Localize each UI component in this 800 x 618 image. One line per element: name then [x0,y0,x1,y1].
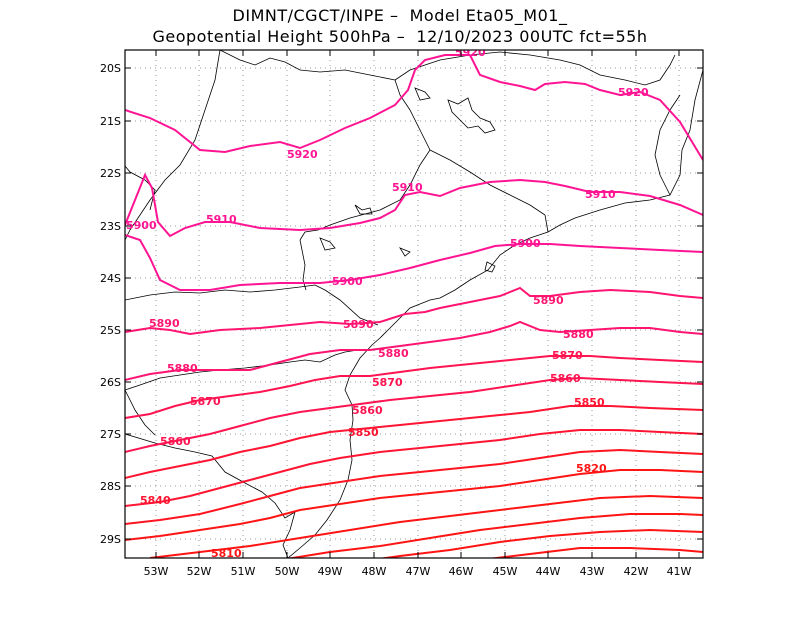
contour-label: 5880 [167,362,198,375]
x-tick-label: 50W [275,565,300,578]
x-tick-label: 47W [406,565,431,578]
contour-label: 5860 [550,372,581,385]
contour-label: 5870 [190,395,221,408]
y-tick-label: 23S [100,220,121,233]
contour-label: 5860 [160,435,191,448]
x-tick-label: 52W [187,565,212,578]
contour-5910-a [125,172,703,238]
contour-label: 5890 [533,294,564,307]
contour-label: 5920 [618,86,649,99]
contour-label: 5900 [510,237,541,250]
contour-label: 5880 [563,328,594,341]
title-line-2: Geopotential Height 500hPa – 12/10/2023 … [152,27,648,46]
x-tick-label: 46W [449,565,474,578]
tick-marks [125,50,703,558]
contour-labels: 5920 5920 5920 5910 5910 5910 5900 5900 … [126,46,649,560]
contour-5840-a [125,429,703,507]
contour-label: 5890 [149,317,180,330]
y-axis-labels: 20S 21S 22S 23S 24S 25S 26S 27S 28S 29S [100,62,121,546]
contour-label: 5850 [348,426,379,439]
x-tick-label: 42W [624,565,649,578]
contour-label: 5890 [343,318,374,331]
contour-5820-a [125,469,703,541]
contour-label: 5860 [352,404,383,417]
contour-label: 5910 [585,188,616,201]
contour-5890-a [125,286,703,336]
coastline-borders [125,50,703,558]
y-tick-label: 21S [100,115,121,128]
x-tick-label: 44W [536,565,561,578]
x-tick-label: 49W [318,565,343,578]
map-frame [124,49,704,559]
graticule [125,50,703,558]
contour-lines [125,54,703,558]
x-tick-label: 43W [580,565,605,578]
contour-label: 5870 [372,376,403,389]
contour-label: 5810 [211,547,242,560]
contour-5830-a [125,448,703,525]
x-tick-label: 51W [231,565,256,578]
contour-5920-b [469,54,703,161]
contour-5860-a [125,376,703,453]
x-tick-label: 41W [667,565,692,578]
y-tick-label: 26S [100,376,121,389]
contour-label: 5910 [206,213,237,226]
y-tick-label: 29S [100,533,121,546]
contour-label: 5880 [378,347,409,360]
y-tick-label: 28S [100,480,121,493]
contour-label: 5840 [140,494,171,507]
contour-label: 5850 [574,396,605,409]
contour-label: 5910 [392,181,423,194]
x-axis-labels: 53W 52W 51W 50W 49W 48W 47W 46W 45W 44W … [144,565,692,578]
contour-5850-a [125,405,703,479]
y-tick-label: 20S [100,62,121,75]
y-tick-label: 25S [100,324,121,337]
contour-label: 5900 [126,219,157,232]
contour-label: 5820 [576,462,607,475]
y-tick-label: 22S [100,167,121,180]
contour-5920-a [125,54,470,154]
x-tick-label: 53W [144,565,169,578]
x-tick-label: 48W [362,565,387,578]
contour-5880-a [125,320,703,381]
y-tick-label: 24S [100,272,121,285]
x-tick-label: 45W [493,565,518,578]
contour-5870-a [125,355,703,419]
title-line-1: DIMNT/CGCT/INPE – Model Eta05_M01_ [232,6,568,25]
contour-label: 5920 [455,46,486,59]
contour-5900-a [125,234,703,291]
y-tick-label: 27S [100,428,121,441]
contour-label: 5920 [287,148,318,161]
contour-label: 5870 [552,349,583,362]
contour-label: 5900 [332,275,363,288]
